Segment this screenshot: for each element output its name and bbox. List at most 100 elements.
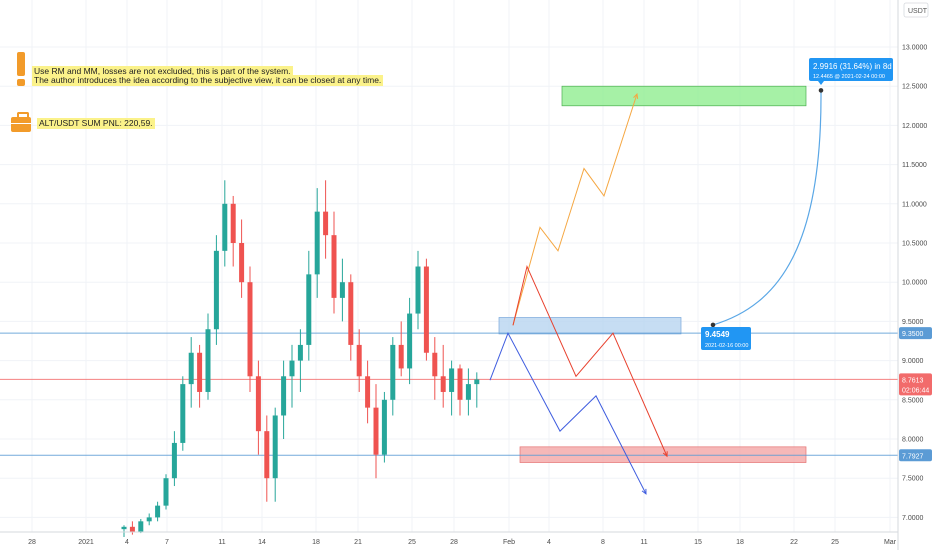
x-tick-label: 18 — [736, 539, 744, 546]
x-tick-label: Feb — [503, 539, 515, 546]
candle — [474, 372, 480, 408]
disclaimer-line-2: The author introduces the idea according… — [32, 75, 384, 86]
y-tick-label: 12.5000 — [902, 84, 927, 91]
currency-label: USDT — [908, 8, 928, 15]
candle-body — [264, 431, 270, 479]
candle-body — [255, 376, 261, 432]
candle-body — [306, 274, 312, 345]
candle — [163, 474, 169, 510]
red-path-arrowhead — [662, 451, 668, 458]
projection-curve — [712, 90, 822, 326]
x-tick-label: 15 — [694, 539, 702, 546]
candle-body — [474, 379, 480, 385]
projection-end-label-pointer — [818, 81, 824, 85]
candle — [432, 337, 438, 400]
candle — [390, 337, 396, 416]
candle — [449, 360, 455, 416]
x-tick-label: 11 — [640, 539, 647, 546]
last-price-text: 8.7613 — [902, 377, 924, 384]
x-tick-label: 4 — [547, 539, 551, 546]
zone-entry — [498, 317, 682, 335]
candle-body — [213, 250, 219, 330]
candle-body — [415, 266, 421, 314]
level-badge-7.79 — [899, 449, 932, 462]
candle-body — [440, 376, 446, 392]
candle — [197, 344, 203, 408]
x-tick-label: 2021 — [78, 539, 94, 546]
candle-body — [188, 352, 194, 385]
candle-body — [331, 235, 337, 298]
warning-icon — [17, 52, 25, 86]
candle — [289, 344, 295, 408]
candle — [188, 337, 194, 408]
candle — [415, 250, 421, 330]
candle — [297, 329, 303, 392]
candle-body — [247, 282, 253, 377]
x-tick-label: 4 — [125, 539, 129, 546]
candle-body — [356, 344, 362, 377]
candle — [465, 368, 471, 416]
zone-stop — [519, 446, 807, 463]
candle — [398, 321, 404, 377]
y-tick-label: 10.0000 — [902, 280, 927, 287]
candle-body — [314, 211, 320, 275]
candle-body — [239, 243, 245, 283]
candle — [281, 360, 287, 439]
projection-start-value: 9.4549 — [705, 330, 730, 339]
y-tick-label: 12.0000 — [902, 123, 927, 130]
red-path — [512, 264, 668, 457]
grid — [0, 0, 898, 532]
candle-body — [297, 344, 303, 361]
level-badge-9.35 — [899, 327, 932, 340]
candle-body — [348, 282, 354, 345]
candle-body — [407, 313, 413, 369]
candle — [180, 376, 186, 451]
level-badge-7.79-text: 7.7927 — [902, 453, 924, 460]
candle — [247, 266, 253, 392]
x-tick-label: 22 — [790, 539, 798, 546]
candle — [348, 274, 354, 361]
candle — [222, 180, 228, 267]
candle — [365, 360, 371, 424]
candle-body — [272, 415, 278, 479]
candle-body — [381, 399, 387, 455]
x-tick-label: 14 — [258, 539, 266, 546]
candles — [121, 180, 480, 537]
x-tick-label: 18 — [312, 539, 320, 546]
candle-body — [373, 407, 379, 455]
candle — [314, 188, 320, 298]
candle — [381, 391, 387, 463]
candle — [171, 431, 177, 487]
candle-body — [171, 442, 177, 479]
candle-body — [121, 526, 127, 530]
candle-body — [423, 266, 429, 353]
blue-path-arrowhead — [641, 488, 647, 495]
candle — [155, 501, 161, 522]
price-axis: USDT 13.0000 12.5000 12.0000 11.5000 11.0000 1… — [897, 0, 932, 550]
orange-path — [512, 93, 638, 326]
y-tick-label: 13.0000 — [902, 45, 927, 52]
candle-body — [281, 376, 287, 416]
disclaimer-line-1: Use RM and MM, losses are not excluded, … — [32, 66, 293, 77]
candle-body — [146, 517, 152, 522]
candle — [423, 258, 429, 361]
candle-body — [129, 526, 135, 532]
candle — [121, 525, 127, 537]
time-axis: 28 2021 4 7 11 14 18 21 25 28 Feb 4 8 11 15 18 22 25 Mar — [0, 531, 898, 546]
x-tick-label: 25 — [831, 539, 839, 546]
candle — [440, 344, 446, 408]
y-tick-label: 9.0000 — [902, 358, 924, 365]
candle-body — [449, 368, 455, 392]
y-tick-label: 9.5000 — [902, 319, 924, 326]
candle — [457, 364, 463, 416]
candle — [264, 415, 270, 502]
projection-end-subtext: 12.4465 @ 2021-02-24 00:00 — [813, 74, 885, 80]
level-lines — [0, 332, 898, 456]
candle — [138, 518, 144, 534]
candle — [306, 250, 312, 361]
candle-body — [457, 368, 463, 400]
candle — [239, 219, 245, 298]
pnl-note: ALT/USDT SUM PNL: 220,59. — [37, 118, 155, 129]
candle-body — [289, 360, 295, 377]
